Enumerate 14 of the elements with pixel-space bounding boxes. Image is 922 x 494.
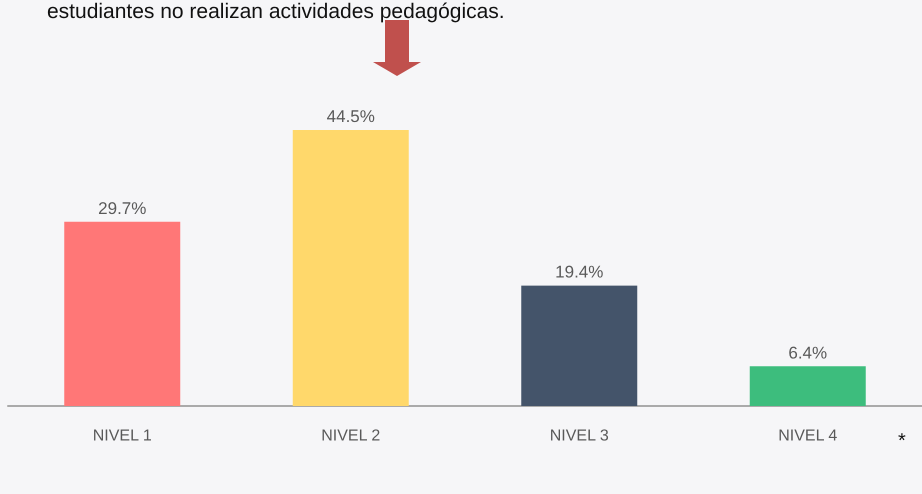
data-label: 44.5% <box>326 107 375 126</box>
bar <box>292 130 409 406</box>
x-tick-label: NIVEL 4 <box>778 428 838 444</box>
x-tick-label: NIVEL 2 <box>321 428 380 444</box>
x-tick-label: NIVEL 3 <box>550 428 609 444</box>
bar <box>64 222 180 406</box>
bar <box>521 286 638 406</box>
bar <box>750 366 866 406</box>
chart-title: estudiantes no realizan actividades pedagógicas. <box>47 0 505 24</box>
text: * <box>898 430 906 453</box>
data-label: 19.4% <box>555 262 604 282</box>
x-tick-label: NIVEL 1 <box>92 428 152 444</box>
data-label: 6.4% <box>788 343 828 362</box>
data-label: 29.7% <box>98 198 146 218</box>
